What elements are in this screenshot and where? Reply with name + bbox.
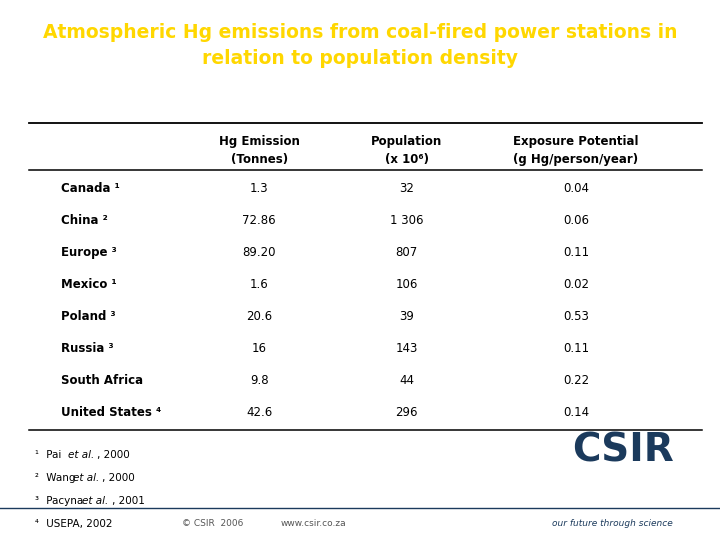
Text: Wang: Wang <box>43 473 79 483</box>
Text: 0.06: 0.06 <box>563 214 589 227</box>
Text: Poland ³: Poland ³ <box>61 310 116 323</box>
Text: China ²: China ² <box>61 214 108 227</box>
Text: CSIR: CSIR <box>572 432 674 470</box>
Text: ¹: ¹ <box>35 450 38 460</box>
Text: ⁴: ⁴ <box>35 519 38 529</box>
Text: et al.: et al. <box>68 450 94 460</box>
Text: , 2001: , 2001 <box>112 496 145 506</box>
Text: 0.02: 0.02 <box>563 278 589 291</box>
Text: 44: 44 <box>400 374 414 387</box>
Text: 296: 296 <box>395 406 418 419</box>
Text: Population: Population <box>372 135 442 148</box>
Text: 20.6: 20.6 <box>246 310 272 323</box>
Text: Atmospheric Hg emissions from coal-fired power stations in
relation to populatio: Atmospheric Hg emissions from coal-fired… <box>42 23 678 68</box>
Text: (g Hg/person/year): (g Hg/person/year) <box>513 153 639 166</box>
Text: Pai: Pai <box>43 450 65 460</box>
Text: 1.3: 1.3 <box>250 181 269 194</box>
Text: 1 306: 1 306 <box>390 214 423 227</box>
Text: 106: 106 <box>395 278 418 291</box>
Text: ³: ³ <box>35 496 39 506</box>
Text: © CSIR  2006: © CSIR 2006 <box>181 518 243 528</box>
Text: Pacyna: Pacyna <box>43 496 86 506</box>
Text: 0.53: 0.53 <box>563 310 589 323</box>
Text: 9.8: 9.8 <box>250 374 269 387</box>
Text: www.csir.co.za: www.csir.co.za <box>280 518 346 528</box>
Text: 39: 39 <box>400 310 414 323</box>
Text: Mexico ¹: Mexico ¹ <box>61 278 117 291</box>
Text: 0.11: 0.11 <box>563 246 589 259</box>
Text: 0.04: 0.04 <box>563 181 589 194</box>
Text: 0.22: 0.22 <box>563 374 589 387</box>
Text: Canada ¹: Canada ¹ <box>61 181 120 194</box>
Text: 42.6: 42.6 <box>246 406 272 419</box>
Text: 1.6: 1.6 <box>250 278 269 291</box>
Text: United States ⁴: United States ⁴ <box>61 406 161 419</box>
Text: , 2000: , 2000 <box>97 450 130 460</box>
Text: ²: ² <box>35 473 38 483</box>
Text: 89.20: 89.20 <box>243 246 276 259</box>
Text: South Africa: South Africa <box>61 374 143 387</box>
Text: 0.11: 0.11 <box>563 342 589 355</box>
Text: 143: 143 <box>395 342 418 355</box>
Text: Europe ³: Europe ³ <box>61 246 117 259</box>
Text: et al.: et al. <box>82 496 109 506</box>
Text: et al.: et al. <box>73 473 99 483</box>
Text: USEPA, 2002: USEPA, 2002 <box>43 519 113 529</box>
Text: Russia ³: Russia ³ <box>61 342 114 355</box>
Text: 32: 32 <box>400 181 414 194</box>
Text: Exposure Potential: Exposure Potential <box>513 135 639 148</box>
Text: 807: 807 <box>396 246 418 259</box>
Text: (x 10⁶): (x 10⁶) <box>384 153 429 166</box>
Text: (Tonnes): (Tonnes) <box>230 153 288 166</box>
Text: 16: 16 <box>252 342 266 355</box>
Text: Hg Emission: Hg Emission <box>219 135 300 148</box>
Text: 72.86: 72.86 <box>243 214 276 227</box>
Text: our future through science: our future through science <box>552 518 672 528</box>
Text: , 2000: , 2000 <box>102 473 135 483</box>
Text: 0.14: 0.14 <box>563 406 589 419</box>
